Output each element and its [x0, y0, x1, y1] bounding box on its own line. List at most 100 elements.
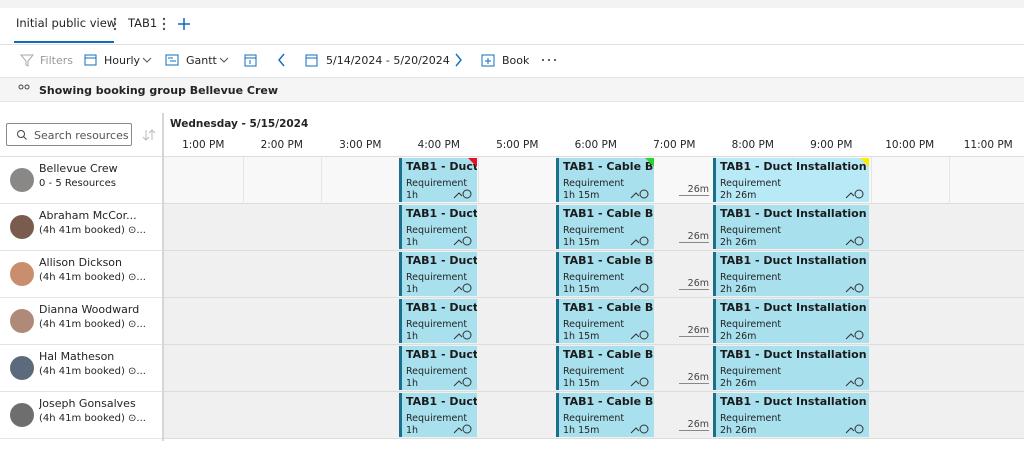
booking-title: TAB1 - Cable Buri — [563, 348, 654, 361]
hour-label: 4:00 PM — [417, 139, 460, 151]
next-button[interactable] — [454, 53, 464, 67]
booking-duration: 2h 26m — [720, 237, 757, 248]
filter-icon — [20, 54, 34, 67]
travel-time: 26m — [679, 184, 709, 196]
booking[interactable]: TAB1 - Duct Installation - 2316 Requireme… — [713, 252, 869, 296]
crew-icon — [845, 236, 864, 246]
booking-type: Requirement — [563, 319, 625, 330]
search-box[interactable] — [6, 123, 132, 146]
booking-title: TAB1 - Cable Buri — [563, 207, 654, 220]
resource-row[interactable] — [0, 345, 162, 392]
hour-line — [870, 157, 872, 204]
avatar — [10, 168, 34, 192]
booking[interactable]: TAB1 - Duct Installation - 2316 Requireme… — [713, 346, 869, 390]
book-icon — [481, 54, 495, 67]
hour-label: 8:00 PM — [731, 139, 774, 151]
booking-title: TAB1 - Duct R — [406, 254, 477, 267]
resource-row[interactable] — [0, 392, 162, 439]
booking-type: Requirement — [720, 413, 782, 424]
crew-icon — [453, 236, 472, 246]
booking-duration: 2h 26m — [720, 425, 757, 436]
booking-title: TAB1 - Cable Buri — [563, 160, 654, 173]
banner-text: Showing booking group Bellevue Crew — [39, 84, 279, 97]
booking-title: TAB1 - Duct R — [406, 301, 477, 314]
booking-type: Requirement — [720, 366, 782, 377]
resource-row[interactable] — [0, 251, 162, 298]
prev-button[interactable] — [277, 53, 287, 67]
top-strip — [0, 0, 1024, 8]
status-flag — [860, 158, 869, 167]
divider — [0, 156, 1024, 157]
booking-title: TAB1 - Cable Buri — [563, 254, 654, 267]
resource-name: Dianna Woodward — [39, 303, 140, 316]
resource-row[interactable] — [0, 204, 162, 251]
tab[interactable]: TAB1 — [128, 16, 158, 30]
booking-title: TAB1 - Duct R — [406, 207, 477, 220]
resource-row[interactable] — [0, 157, 162, 204]
hour-label: 2:00 PM — [260, 139, 303, 151]
booking-type: Requirement — [720, 272, 782, 283]
booking-duration: 1h 15m — [563, 237, 600, 248]
date-range[interactable]: 5/14/2024 - 5/20/2024 — [326, 54, 450, 67]
hour-line — [478, 157, 479, 204]
resource-name: Allison Dickson — [39, 256, 122, 269]
crew-icon — [630, 377, 649, 387]
tab-menu[interactable] — [161, 17, 167, 31]
booking-title: TAB1 - Duct Installation - 2316 — [720, 395, 869, 408]
resource-detail: (4h 41m booked) ⊙... — [39, 225, 146, 236]
mode-dropdown[interactable]: Gantt — [186, 54, 217, 67]
book-button[interactable]: Book — [502, 54, 530, 67]
sort-icon[interactable] — [142, 128, 156, 142]
booking[interactable]: TAB1 - Duct Installation - 2316 Requireme… — [713, 205, 869, 249]
crew-icon — [453, 189, 472, 199]
more-button[interactable] — [541, 58, 557, 62]
booking-title: TAB1 - Cable Buri — [563, 301, 654, 314]
booking-title: TAB1 - Duct Installation - 2316 — [720, 348, 869, 361]
filters-button[interactable]: Filters — [40, 54, 73, 67]
resource-detail: (4h 41m booked) ⊙... — [39, 413, 146, 424]
tab-menu[interactable] — [112, 17, 118, 31]
hour-label: 6:00 PM — [574, 139, 617, 151]
booking-title: TAB1 - Cable Buri — [563, 395, 654, 408]
booking[interactable]: TAB1 - Duct Installation - 2316 Requireme… — [713, 299, 869, 343]
crew-icon — [630, 189, 649, 199]
booking[interactable]: TAB1 - Duct Installation - 2316 Requireme… — [713, 393, 869, 437]
booking[interactable]: TAB1 - Duct Installation - 2316 Requireme… — [713, 158, 869, 202]
booking-type: Requirement — [406, 319, 468, 330]
crew-icon — [630, 424, 649, 434]
booking-type: Requirement — [563, 225, 625, 236]
view-dropdown[interactable]: Hourly — [104, 54, 141, 67]
booking-type: Requirement — [720, 178, 782, 189]
resource-row[interactable] — [0, 298, 162, 345]
travel-time: 26m — [679, 419, 709, 431]
booking-duration: 1h 15m — [563, 190, 600, 201]
booking-title: TAB1 - Duct Installation - 2316 — [720, 254, 869, 267]
status-flag — [468, 158, 477, 167]
hour-label: 11:00 PM — [963, 139, 1013, 151]
crew-icon — [453, 330, 472, 340]
resource-detail: (4h 41m booked) ⊙... — [39, 319, 146, 330]
hour-label: 10:00 PM — [885, 139, 935, 151]
travel-time: 26m — [679, 325, 709, 337]
today-icon[interactable] — [244, 53, 258, 67]
booking-title: TAB1 - Duct Installation - 2316 — [720, 301, 869, 314]
avatar — [10, 215, 34, 239]
resource-detail: (4h 41m booked) ⊙... — [39, 272, 146, 283]
crew-icon — [630, 236, 649, 246]
add-tab[interactable] — [177, 17, 191, 31]
tab[interactable]: Initial public view — [16, 16, 117, 30]
booking-type: Requirement — [563, 366, 625, 377]
